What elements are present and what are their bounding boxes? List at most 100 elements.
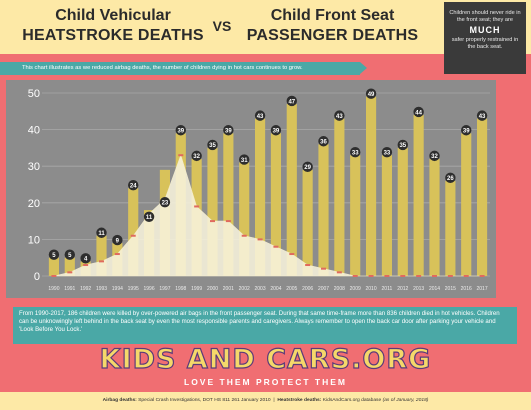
bar-value-label-bg (191, 150, 202, 162)
x-tick-label: 1992 (80, 286, 91, 292)
area-value-label-bg (159, 196, 171, 208)
y-axis: 0 10 20 30 40 50 (28, 88, 40, 283)
bar-value-label: 32 (193, 154, 200, 160)
x-tick-label: 2011 (382, 286, 393, 292)
x-tick-label: 2017 (477, 286, 488, 292)
y-tick-label: 30 (28, 161, 40, 173)
heatstroke-bar (223, 133, 234, 276)
bar-value-label: 4 (84, 257, 88, 263)
versus-label: VS (212, 18, 232, 34)
bar-value-label: 35 (209, 143, 216, 149)
x-axis: 1990 1991 1992 1993 1994 1995 1996 1997 1998 1999… (48, 286, 487, 292)
x-tick-label: 2004 (270, 286, 281, 292)
x-tick-label: 1997 (159, 286, 170, 292)
airbag-point (416, 275, 422, 277)
airbag-markers (51, 154, 485, 277)
title-passenger-line1: Child Front Seat (270, 7, 395, 24)
bar-value-label-bg (207, 139, 218, 151)
airbag-point (463, 275, 469, 277)
bar-value-label: 39 (177, 129, 184, 135)
heatstroke-bar (64, 257, 75, 276)
bar-value-label: 9 (116, 238, 120, 244)
x-tick-label: 2003 (255, 286, 266, 292)
airbag-point (447, 275, 453, 277)
y-tick-label: 0 (34, 271, 40, 283)
airbag-source-text: Special Crash Investigations, DOT HS 811… (138, 398, 271, 403)
title-passenger: Child Front Seat PASSENGER DEATHS (235, 8, 430, 44)
bar-value-label: 49 (368, 92, 375, 98)
bar-value-label-bg (80, 253, 91, 264)
x-tick-label: 2002 (239, 286, 250, 292)
callout-line1: Children should never ride in the front … (449, 10, 521, 23)
airbag-point (51, 275, 57, 277)
bar-value-label-bg (223, 125, 234, 136)
heatstroke-bar (270, 133, 282, 276)
x-tick-label: 1991 (64, 286, 75, 292)
x-tick-label: 1998 (175, 286, 186, 292)
heatstroke-bar (48, 257, 60, 276)
x-tick-label: 2013 (413, 286, 424, 292)
airbag-point (178, 154, 184, 157)
heatstroke-bar (302, 169, 313, 276)
bar-value-label-bg (476, 110, 488, 121)
title-heatstroke-line1: Child Vehicular (55, 7, 171, 24)
heatstroke-bar (350, 155, 361, 276)
tagline: LOVE THEM PROTECT THEM (184, 377, 347, 387)
x-tick-label: 2009 (350, 286, 361, 292)
x-tick-label: 2012 (397, 286, 408, 292)
heatstroke-bar (461, 133, 472, 276)
bar-value-label: 33 (384, 151, 391, 157)
heatstroke-bar (365, 96, 377, 276)
bar-value-label: 26 (447, 176, 454, 182)
airbag-point (99, 260, 104, 263)
airbag-point (432, 275, 437, 277)
bar-value-label-bg (48, 249, 60, 260)
bar-value-label-bg (112, 234, 123, 246)
bar-value-label: 5 (52, 253, 56, 259)
heatstroke-bar (96, 235, 107, 276)
heatstroke-bar (239, 162, 250, 276)
x-tick-label: 2000 (207, 286, 218, 292)
kids-and-cars-logo: KIDS AND CARS.ORG (0, 344, 531, 386)
x-tick-label: 1994 (112, 286, 123, 292)
airbag-point (321, 267, 326, 270)
y-tick-label: 50 (28, 88, 40, 100)
airbag-point (352, 275, 358, 277)
airbag-point (210, 220, 215, 223)
bar-value-label-bg (334, 110, 345, 121)
airbag-point (305, 264, 311, 267)
airbag-source-label: Airbag deaths: (102, 398, 137, 403)
bar-value-label: 36 (320, 140, 327, 146)
bar-value-label-bg (96, 227, 107, 238)
death-chart: 0 10 20 30 40 50 5 5 4 11 9 24 39 32 35 39 31 43 39 47 29 36… (6, 80, 496, 298)
x-tick-label: 2001 (223, 286, 234, 292)
airbag-point (83, 264, 89, 267)
bar-value-label: 33 (352, 151, 359, 157)
title-heatstroke-line2: HEATSTROKE DEATHS (22, 27, 204, 44)
bar-value-label: 29 (304, 165, 311, 171)
sources-footer: Airbag deaths: Special Crash Investigati… (0, 392, 531, 410)
heat-source-note: (as of January, 2018) (382, 398, 429, 403)
heatstroke-bar (286, 103, 297, 276)
bar-value-label-bg (286, 95, 297, 107)
airbag-point (479, 275, 485, 277)
callout-emphasis: MUCH (469, 24, 501, 35)
airbag-point (241, 234, 247, 237)
callout-line2: safer properly restrained in the back se… (451, 37, 519, 51)
x-tick-label: 1993 (96, 286, 107, 292)
airbag-point (114, 253, 120, 256)
bar-value-label-bg (413, 106, 424, 118)
bar-value-label-bg (397, 139, 408, 151)
heatstroke-bar (128, 188, 139, 276)
airbag-point (384, 275, 390, 277)
heatstroke-bar (476, 118, 488, 276)
area-value-label: 11 (146, 215, 153, 221)
bar-value-label: 43 (479, 114, 486, 120)
bar-value-label: 35 (399, 143, 406, 149)
y-tick-label: 20 (28, 198, 40, 210)
x-tick-label: 2005 (286, 286, 297, 292)
bar-value-label-bg (128, 179, 139, 191)
x-tick-label: 2008 (334, 286, 345, 292)
bar-value-label: 44 (415, 110, 422, 116)
